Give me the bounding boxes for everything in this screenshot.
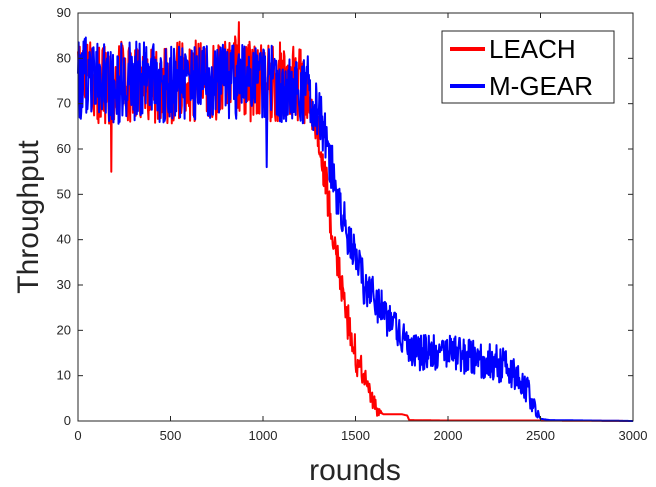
tick-layer: 0 500 1000 1500 2000 2500 3000 0 10 20 30 40 50 60 70 8… <box>57 5 648 443</box>
legend-box <box>441 30 615 104</box>
x-tick-label: 0 <box>74 428 81 443</box>
y-tick-label: 90 <box>57 5 71 20</box>
legend-label-m-gear: M-GEAR <box>489 71 593 101</box>
y-tick-label: 0 <box>64 413 71 428</box>
x-tick-label: 1000 <box>249 428 278 443</box>
x-tick-label: 2500 <box>526 428 555 443</box>
x-axis-title: rounds <box>309 454 401 487</box>
x-tick-label: 3000 <box>619 428 648 443</box>
legend: LEACH M-GEAR <box>441 30 615 104</box>
y-tick-label: 50 <box>57 186 71 201</box>
y-tick-label: 80 <box>57 50 71 65</box>
y-tick-label: 10 <box>57 368 71 383</box>
y-tick-label: 70 <box>57 96 71 111</box>
y-tick-label: 20 <box>57 322 71 337</box>
y-tick-label: 40 <box>57 232 71 247</box>
x-tick-label: 2000 <box>434 428 463 443</box>
x-tick-label: 1500 <box>341 428 370 443</box>
y-tick-label: 30 <box>57 277 71 292</box>
y-tick-label: 60 <box>57 141 71 156</box>
legend-label-leach: LEACH <box>489 34 576 64</box>
x-tick-label: 500 <box>160 428 182 443</box>
y-axis-title: Throughput <box>12 140 45 294</box>
